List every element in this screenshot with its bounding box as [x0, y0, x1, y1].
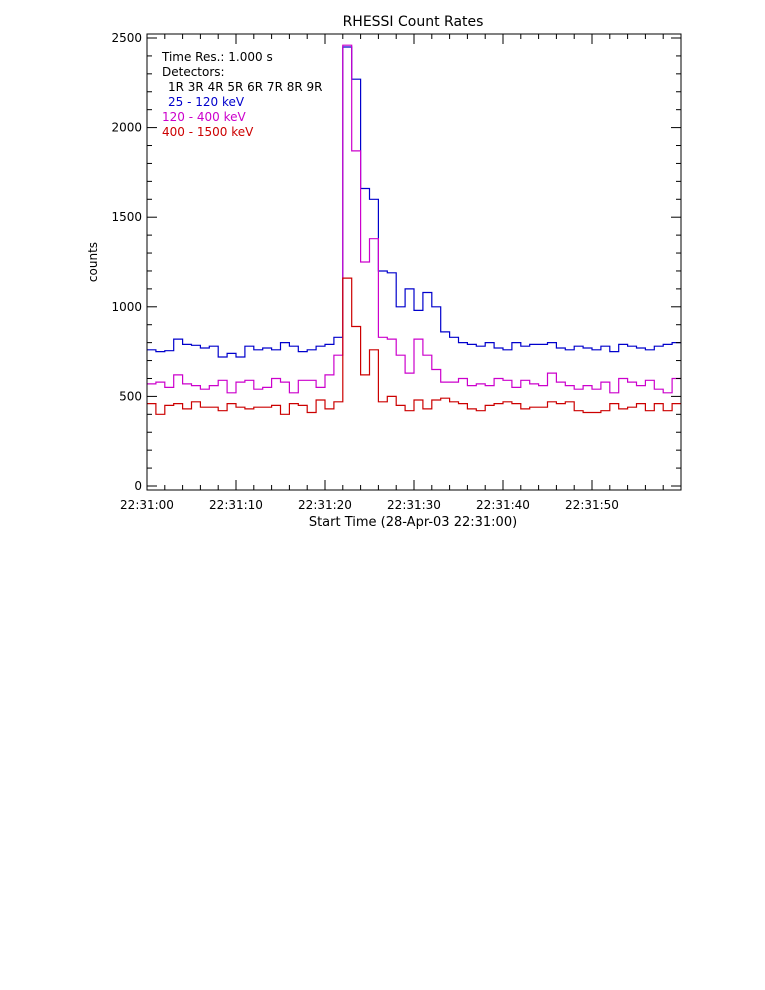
legend-entry-2: 120 - 400 keV	[162, 110, 246, 124]
x-tick-label: 22:31:10	[209, 498, 263, 512]
series-line-2	[147, 44, 681, 394]
ticks-group	[146, 34, 682, 490]
x-tick-label: 22:31:50	[565, 498, 619, 512]
x-tick-label: 22:31:30	[387, 498, 441, 512]
x-tick-label: 22:31:40	[476, 498, 530, 512]
tick-labels-group: 22:31:00 22:31:10 22:31:20 22:31:30 22:31:40…	[111, 31, 619, 512]
y-tick-label: 0	[134, 479, 142, 493]
series-line-3	[147, 277, 681, 415]
y-tick-label: 1000	[111, 300, 142, 314]
chart-title: RHESSI Count Rates	[343, 14, 484, 30]
x-tick-label: 22:31:00	[120, 498, 174, 512]
y-tick-label: 1500	[111, 210, 142, 224]
y-tick-label: 500	[119, 389, 142, 403]
series-line-1	[147, 46, 681, 358]
detectors-label: Detectors:	[162, 65, 225, 79]
y-tick-label: 2000	[111, 121, 142, 135]
legend-entry-1: 25 - 120 keV	[168, 95, 245, 109]
annotation-group: Time Res.: 1.000 s Detectors: 1R 3R 4R 5…	[161, 50, 322, 94]
x-tick-label: 22:31:20	[298, 498, 352, 512]
y-axis-label: counts	[86, 242, 100, 282]
x-axis-label: Start Time (28-Apr-03 22:31:00)	[309, 515, 517, 530]
legend-entry-3: 400 - 1500 keV	[162, 125, 254, 139]
y-tick-label: 2500	[111, 31, 142, 45]
series-group	[147, 44, 681, 415]
detectors-list: 1R 3R 4R 5R 6R 7R 8R 9R	[168, 80, 322, 94]
time-res-annotation: Time Res.: 1.000 s	[161, 50, 273, 64]
